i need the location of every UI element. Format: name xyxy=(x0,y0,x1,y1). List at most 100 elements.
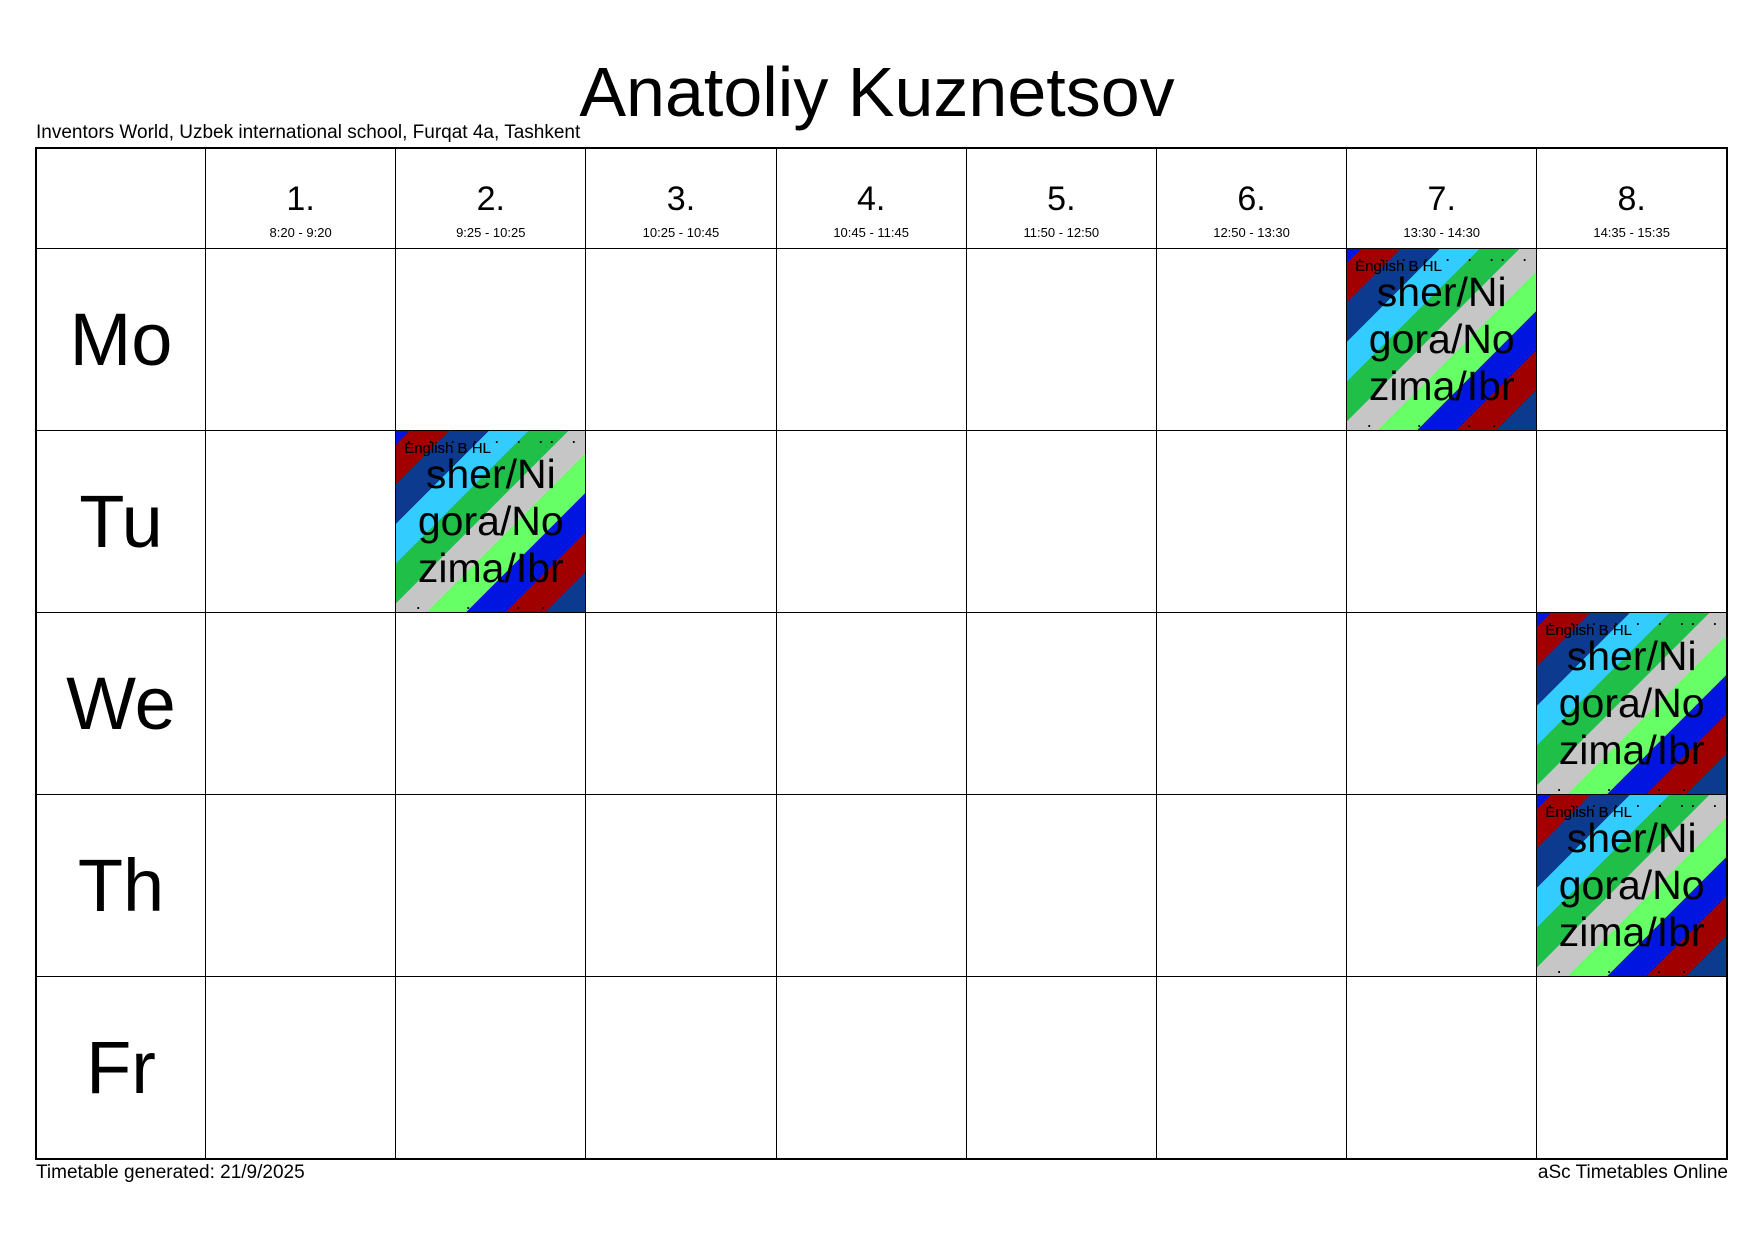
timetable-cell[interactable] xyxy=(585,248,777,432)
day-row-fr: Fr xyxy=(35,976,1728,1160)
timetable-cell[interactable] xyxy=(204,248,397,432)
day-row-mo: Mo . . . . . . .. . . . . ..English B HL… xyxy=(35,248,1728,432)
day-label: Tu xyxy=(35,430,206,614)
timetable-cell[interactable]: . . . . . . .. . . . . ..English B HLshe… xyxy=(395,430,587,614)
lesson-groups: sher/Ni gora/No zima/Ibr xyxy=(417,451,564,592)
timetable-cell[interactable] xyxy=(1346,612,1538,796)
timetable-cell[interactable] xyxy=(775,794,967,978)
lesson-card[interactable]: . . . . . . .. . . . . ..English B HLshe… xyxy=(1537,795,1726,977)
period-header-3: 3. 10:25 - 10:45 xyxy=(585,147,777,250)
timetable-grid: 1. 8:20 - 9:20 2. 9:25 - 10:25 3. 10:25 - 1… xyxy=(35,147,1728,1160)
timetable-cell[interactable]: . . . . . . .. . . . . ..English B HLshe… xyxy=(1346,248,1538,432)
day-label: We xyxy=(35,612,206,796)
period-header-row: 1. 8:20 - 9:20 2. 9:25 - 10:25 3. 10:25 - 1… xyxy=(35,147,1728,250)
period-header-7: 7. 13:30 - 14:30 xyxy=(1346,147,1538,250)
timetable-cell[interactable] xyxy=(1155,248,1348,432)
period-time: 11:50 - 12:50 xyxy=(1023,224,1100,240)
lesson-dots-top: . . . . . . .. . . . . .. xyxy=(1357,249,1536,266)
timetable-cell[interactable] xyxy=(585,430,777,614)
lesson-dots-bottom: . . .. xyxy=(1556,775,1707,795)
lesson-card[interactable]: . . . . . . .. . . . . ..English B HLshe… xyxy=(1347,249,1537,431)
timetable-cell[interactable] xyxy=(1346,430,1538,614)
school-name: Inventors World, Uzbek international sch… xyxy=(36,122,581,143)
timetable-cell[interactable] xyxy=(965,612,1157,796)
day-label: Fr xyxy=(35,976,206,1160)
lesson-card[interactable]: . . . . . . .. . . . . ..English B HLshe… xyxy=(396,431,586,613)
day-row-tu: Tu . . . . . . .. . . . . ..English B HL… xyxy=(35,430,1728,614)
timetable-cell[interactable] xyxy=(965,794,1157,978)
lesson-dots-bottom: . . .. xyxy=(1366,411,1517,431)
period-number: 7. xyxy=(1427,179,1456,218)
lesson-subject: English B HL xyxy=(1355,258,1442,276)
timetable-cell[interactable] xyxy=(585,794,777,978)
timetable-cell[interactable] xyxy=(1536,976,1728,1160)
timetable-cell[interactable] xyxy=(1155,612,1348,796)
day-row-we: We . . . . . . .. . . . . ..English B HL… xyxy=(35,612,1728,796)
period-header-8: 8. 14:35 - 15:35 xyxy=(1536,147,1728,250)
lesson-groups: sher/Ni gora/No zima/Ibr xyxy=(1558,815,1705,956)
timetable-cell[interactable]: . . . . . . .. . . . . ..English B HLshe… xyxy=(1536,612,1728,796)
timetable-cell[interactable] xyxy=(1155,430,1348,614)
period-number: 3. xyxy=(666,179,696,218)
timetable-cell[interactable] xyxy=(775,612,967,796)
lesson-subject: English B HL xyxy=(1545,622,1633,640)
timetable-cell[interactable] xyxy=(204,430,397,614)
timetable-cell[interactable] xyxy=(1536,430,1728,614)
day-label: Th xyxy=(35,794,206,978)
lesson-groups: sher/Ni gora/No zima/Ibr xyxy=(1558,633,1705,774)
period-header-1: 1. 8:20 - 9:20 xyxy=(204,147,397,250)
timetable-cell[interactable] xyxy=(395,612,587,796)
period-time: 10:45 - 11:45 xyxy=(833,224,909,240)
period-header-5: 5. 11:50 - 12:50 xyxy=(965,147,1157,250)
lesson-card[interactable]: . . . . . . .. . . . . ..English B HLshe… xyxy=(1537,613,1726,795)
period-time: 9:25 - 10:25 xyxy=(456,224,526,240)
brand-label: aSc Timetables Online xyxy=(1537,1162,1728,1183)
period-number: 1. xyxy=(286,179,315,218)
period-time: 12:50 - 13:30 xyxy=(1213,224,1290,240)
timetable-cell[interactable] xyxy=(775,976,967,1160)
timetable-cell[interactable] xyxy=(204,976,397,1160)
lesson-groups: sher/Ni gora/No zima/Ibr xyxy=(1368,269,1515,410)
period-header-6: 6. 12:50 - 13:30 xyxy=(1155,147,1348,250)
period-number: 8. xyxy=(1617,179,1646,218)
timetable-title: Anatoliy Kuznetsov xyxy=(579,53,1175,131)
lesson-dots-top: . . . . . . .. . . . . .. xyxy=(1547,795,1726,812)
timetable-cell[interactable] xyxy=(395,976,587,1160)
period-time: 10:25 - 10:45 xyxy=(642,224,720,240)
period-number: 2. xyxy=(476,179,505,218)
period-number: 4. xyxy=(856,179,886,218)
period-time: 8:20 - 9:20 xyxy=(269,224,332,240)
period-header-4: 4. 10:45 - 11:45 xyxy=(775,147,967,250)
timetable-cell[interactable] xyxy=(1155,976,1348,1160)
timetable-cell[interactable] xyxy=(585,612,777,796)
generated-date: Timetable generated: 21/9/2025 xyxy=(36,1162,305,1183)
timetable-cell[interactable] xyxy=(1346,794,1538,978)
lesson-dots-bottom: . . .. xyxy=(1556,957,1707,977)
timetable-cell[interactable] xyxy=(1155,794,1348,978)
lesson-subject: English B HL xyxy=(404,440,491,458)
lesson-dots-top: . . . . . . .. . . . . .. xyxy=(406,431,585,448)
period-time: 14:35 - 15:35 xyxy=(1593,224,1670,240)
lesson-dots-top: . . . . . . .. . . . . .. xyxy=(1547,613,1726,630)
lesson-dots-bottom: . . .. xyxy=(415,593,566,613)
period-time: 13:30 - 14:30 xyxy=(1403,224,1481,240)
timetable-cell[interactable] xyxy=(775,248,967,432)
day-label: Mo xyxy=(35,248,206,432)
timetable-cell[interactable] xyxy=(775,430,967,614)
timetable-cell[interactable] xyxy=(965,430,1157,614)
timetable-cell[interactable] xyxy=(1346,976,1538,1160)
timetable-cell[interactable] xyxy=(1536,248,1728,432)
period-number: 5. xyxy=(1047,179,1076,218)
timetable-cell[interactable] xyxy=(204,612,397,796)
period-header-2: 2. 9:25 - 10:25 xyxy=(395,147,587,250)
period-number: 6. xyxy=(1237,179,1266,218)
timetable-cell[interactable] xyxy=(395,248,587,432)
timetable-cell[interactable] xyxy=(204,794,397,978)
timetable-cell[interactable] xyxy=(965,976,1157,1160)
timetable-cell[interactable] xyxy=(965,248,1157,432)
timetable-cell[interactable] xyxy=(585,976,777,1160)
lesson-subject: English B HL xyxy=(1545,804,1633,822)
day-row-th: Th . . . . . . .. . . . . ..English B HL… xyxy=(35,794,1728,978)
timetable-cell[interactable]: . . . . . . .. . . . . ..English B HLshe… xyxy=(1536,794,1728,978)
timetable-cell[interactable] xyxy=(395,794,587,978)
